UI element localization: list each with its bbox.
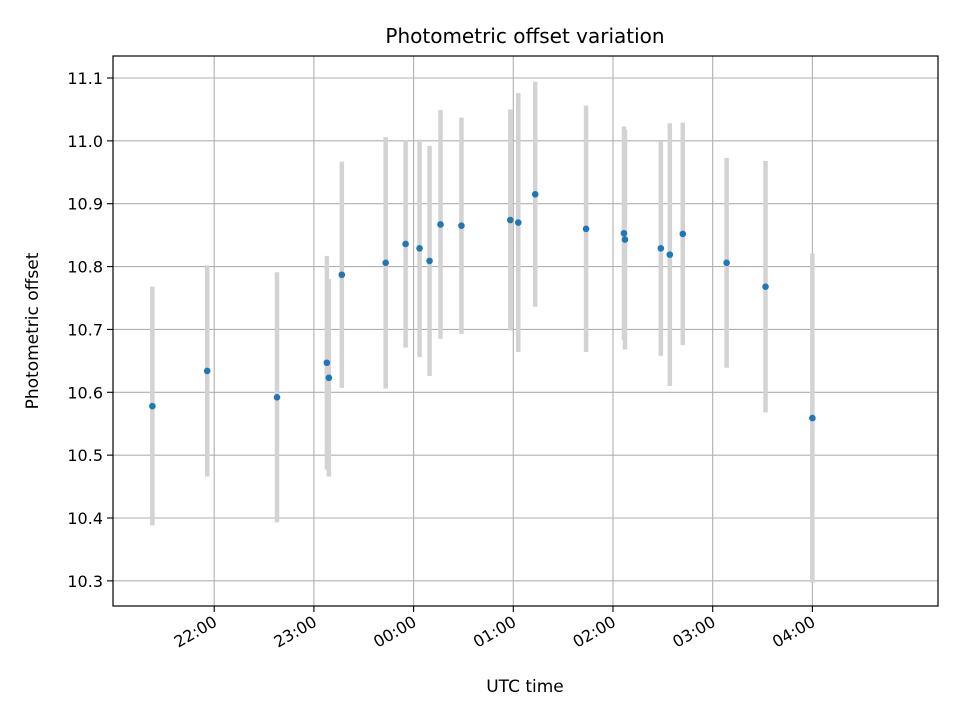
y-axis-title: Photometric offset [23, 252, 43, 409]
data-point [273, 394, 281, 401]
data-point [338, 271, 346, 279]
data-point [149, 402, 156, 410]
data-point [506, 216, 514, 224]
data-point [382, 259, 389, 267]
y-tick-label: 10.8 [67, 258, 103, 277]
data-point [426, 257, 433, 265]
data-points [149, 190, 816, 422]
data-point [723, 259, 730, 267]
data-point [582, 225, 590, 233]
y-tick-label: 10.5 [67, 446, 103, 465]
y-tick-label: 10.4 [67, 509, 103, 528]
data-point [416, 245, 423, 252]
data-point [531, 190, 539, 198]
data-point [762, 283, 769, 290]
data-point [458, 222, 465, 230]
data-point [621, 236, 629, 243]
data-point [203, 367, 211, 375]
data-point [679, 230, 687, 238]
chart-title: Photometric offset variation [385, 24, 664, 48]
plot-frame [112, 55, 939, 607]
data-point [402, 240, 409, 248]
data-point [809, 414, 816, 422]
data-point [325, 374, 333, 382]
data-point [323, 359, 331, 367]
y-tick-label: 11.1 [67, 69, 103, 88]
y-tick-label: 11.0 [67, 132, 103, 151]
data-point [437, 221, 444, 228]
y-tick-label: 10.9 [67, 195, 103, 214]
data-point [657, 245, 665, 252]
x-axis-title: UTC time [486, 677, 564, 697]
data-point [666, 251, 674, 258]
data-point [620, 229, 628, 237]
grid [113, 56, 938, 606]
y-tick-label: 10.6 [67, 383, 103, 402]
data-point [514, 219, 522, 226]
y-tick-label: 10.7 [67, 320, 103, 339]
y-tick-label: 10.3 [67, 572, 103, 591]
y-axis-ticks: 10.3 10.4 10.5 10.6 10.7 10.8 10.9 11.0 11.1 [67, 69, 113, 591]
